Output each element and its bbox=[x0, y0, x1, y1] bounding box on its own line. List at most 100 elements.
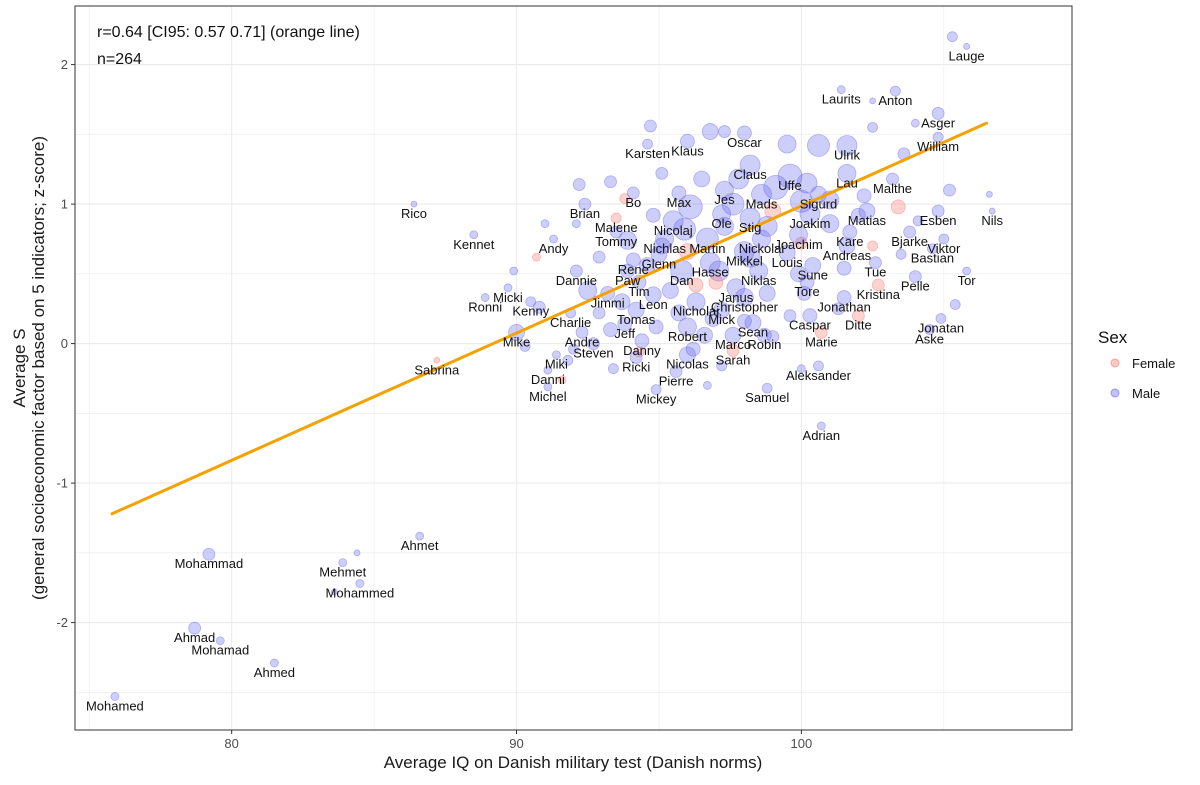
data-point-ahmet bbox=[415, 531, 425, 541]
data-point-lauge bbox=[963, 43, 971, 50]
data-point-nickolai bbox=[752, 229, 771, 249]
x-tick-label: 80 bbox=[224, 736, 238, 751]
data-point bbox=[519, 340, 531, 352]
axis-ticks: 80 90 100 -2 -1 0 1 2 bbox=[56, 57, 812, 751]
data-point-micki bbox=[503, 283, 513, 293]
data-point bbox=[728, 168, 750, 190]
point-label-uffe: Uffe bbox=[778, 178, 802, 193]
point-label-ulrik: Ulrik bbox=[834, 147, 860, 162]
point-label-nicolas: Nicolas bbox=[666, 357, 709, 372]
data-point bbox=[985, 190, 993, 198]
point-label-joachim: Joachim bbox=[774, 237, 822, 252]
data-point-tor bbox=[962, 266, 972, 276]
plot-border bbox=[74, 5, 1073, 731]
data-point-samuel bbox=[761, 382, 773, 394]
data-point bbox=[655, 166, 669, 180]
data-point bbox=[721, 192, 745, 216]
data-point bbox=[895, 248, 907, 260]
data-point-paw bbox=[620, 263, 636, 279]
y-axis-title-line2: (general socioeconomic factor based on 5… bbox=[29, 136, 48, 600]
point-label-bastian: Bastian bbox=[911, 251, 954, 266]
point-label-matias: Matias bbox=[848, 213, 887, 228]
data-point-danni bbox=[543, 365, 553, 375]
data-point-brian bbox=[578, 197, 592, 211]
data-point-mohamad bbox=[215, 636, 225, 646]
legend-title: Sex bbox=[1098, 328, 1128, 347]
data-point bbox=[661, 282, 679, 299]
point-label-ditte: Ditte bbox=[845, 318, 872, 333]
point-label-tue: Tue bbox=[864, 265, 886, 280]
data-point-danny bbox=[634, 333, 650, 349]
point-label-mads: Mads bbox=[746, 196, 778, 211]
point-label-niklas: Niklas bbox=[741, 273, 777, 288]
data-point bbox=[618, 230, 638, 250]
data-point bbox=[693, 170, 711, 188]
data-point-uffe bbox=[777, 163, 803, 189]
data-point-anton bbox=[889, 85, 901, 97]
point-label-max: Max bbox=[667, 195, 692, 210]
data-point bbox=[867, 121, 878, 133]
data-point-niklas bbox=[749, 261, 769, 281]
data-point-aske bbox=[924, 324, 935, 336]
data-point bbox=[946, 31, 958, 43]
data-point-malene bbox=[610, 212, 622, 224]
data-point-claus bbox=[739, 154, 761, 176]
data-point-adrian bbox=[816, 421, 826, 431]
y-tick-label: 0 bbox=[61, 336, 68, 351]
point-label-ole: Ole bbox=[712, 216, 732, 231]
data-point bbox=[578, 281, 598, 300]
data-point-hasse bbox=[699, 252, 721, 274]
data-point-max bbox=[671, 185, 687, 201]
point-label-miki: Miki bbox=[545, 357, 568, 372]
data-point-asger bbox=[931, 107, 945, 120]
point-label-kennet: Kennet bbox=[453, 237, 495, 252]
point-label-christopher: Christopher bbox=[711, 300, 779, 315]
y-tick-label: -2 bbox=[56, 615, 68, 630]
data-point bbox=[869, 97, 876, 105]
point-label-charlie: Charlie bbox=[550, 315, 591, 330]
data-point-kennet bbox=[469, 230, 479, 240]
point-label-tore: Tore bbox=[794, 284, 819, 299]
point-label-ronni: Ronni bbox=[468, 300, 502, 315]
data-point-ole bbox=[712, 204, 732, 224]
point-label-caspar: Caspar bbox=[789, 318, 832, 333]
point-label-danny: Danny bbox=[623, 343, 661, 358]
data-point-miki bbox=[552, 350, 561, 360]
data-point bbox=[562, 354, 574, 366]
data-point bbox=[850, 207, 866, 223]
point-label-mikkel: Mikkel bbox=[726, 254, 763, 269]
data-point-viktor bbox=[938, 233, 950, 245]
point-label-klaus: Klaus bbox=[671, 143, 704, 158]
regression-line bbox=[110, 121, 989, 516]
point-label-mickey: Mickey bbox=[636, 392, 677, 407]
point-label-mohamad: Mohamad bbox=[191, 643, 249, 658]
data-point bbox=[592, 306, 606, 320]
data-point bbox=[607, 363, 619, 375]
point-label-stig: Stig bbox=[739, 220, 761, 235]
point-label-laurits: Laurits bbox=[822, 92, 862, 107]
data-point-laurits bbox=[836, 85, 846, 95]
data-point-sabrina bbox=[433, 356, 441, 364]
data-point-lau bbox=[837, 163, 857, 183]
annotation-sample-size: n=264 bbox=[97, 51, 142, 68]
data-point bbox=[794, 236, 808, 250]
data-point-esben bbox=[931, 204, 945, 218]
point-label-william: William bbox=[917, 139, 959, 154]
point-label-sabrina: Sabrina bbox=[414, 362, 460, 377]
data-point-nicolaj bbox=[662, 210, 684, 232]
data-point-joakim bbox=[799, 203, 821, 225]
point-label-malthe: Malthe bbox=[873, 181, 912, 196]
data-point bbox=[716, 360, 728, 372]
data-point-marie bbox=[814, 326, 828, 339]
data-point-andre bbox=[575, 326, 589, 339]
point-label-marco: Marco bbox=[715, 337, 751, 352]
data-point-ricki bbox=[629, 351, 643, 364]
point-label-leon: Leon bbox=[639, 297, 668, 312]
point-label-martin: Martin bbox=[689, 241, 725, 256]
data-point bbox=[568, 343, 579, 355]
data-point-mohamed bbox=[110, 692, 120, 701]
point-label-nicholai: Nicholai bbox=[673, 304, 719, 319]
data-point-kristina bbox=[871, 278, 885, 292]
data-point bbox=[890, 199, 906, 215]
